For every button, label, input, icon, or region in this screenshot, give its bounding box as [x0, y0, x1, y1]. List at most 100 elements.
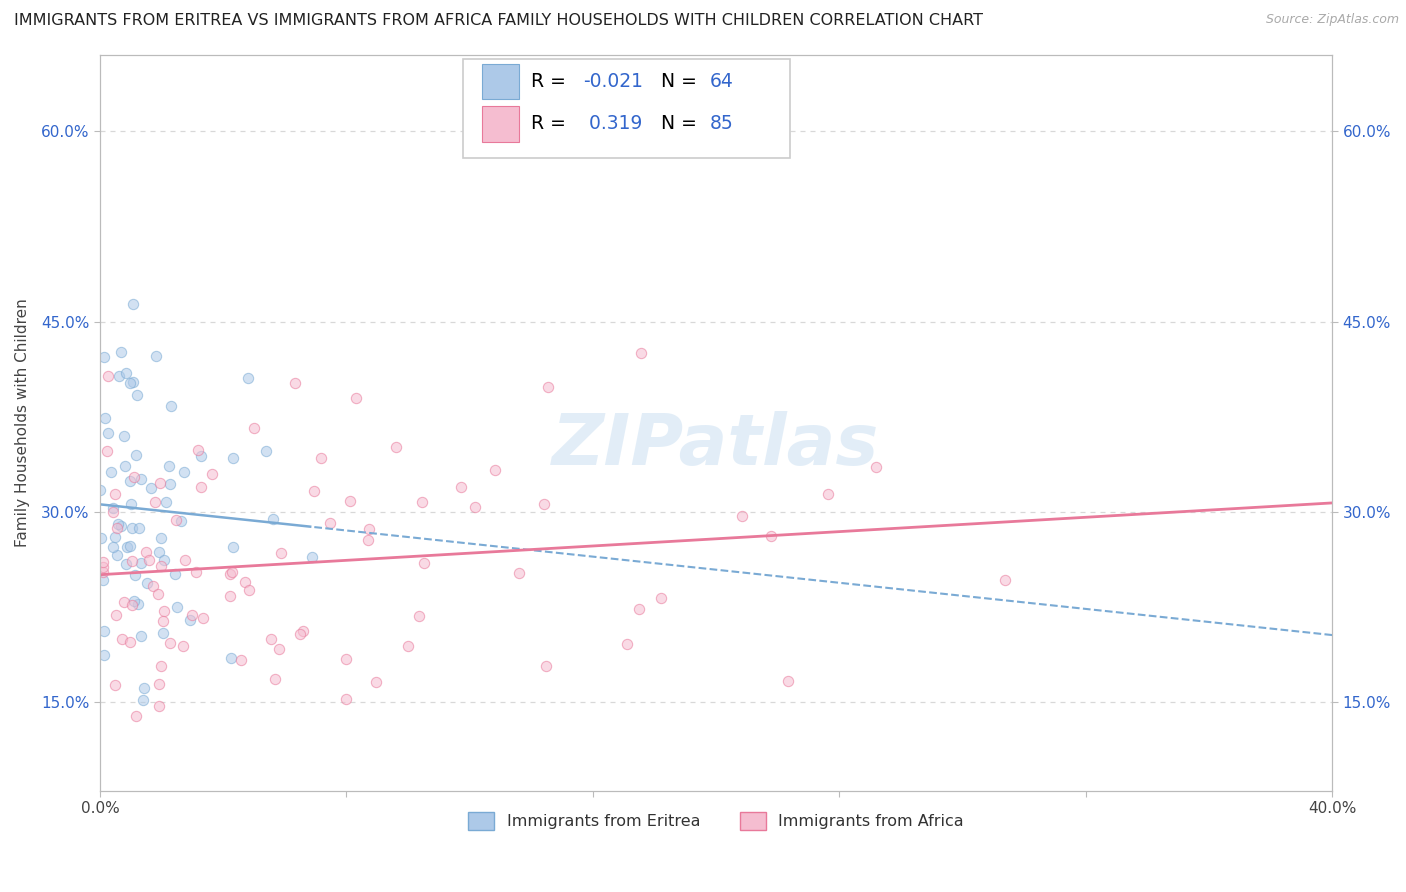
Point [159, 476, 181, 491]
Point [344, 392, 367, 406]
Point [129, 472, 152, 486]
Text: N =: N = [661, 72, 703, 91]
Point [129, 629, 152, 643]
Point [311, 451, 333, 466]
Point [229, 653, 252, 667]
Text: 64: 64 [710, 72, 734, 91]
Point [136, 576, 159, 591]
Point [105, 607, 128, 622]
Point [112, 595, 135, 609]
Point [219, 567, 242, 582]
Point [288, 627, 311, 641]
Point [260, 632, 283, 646]
Point [153, 604, 176, 618]
Point [148, 698, 170, 713]
Point [254, 444, 277, 458]
Text: R =: R = [531, 114, 572, 134]
Point [778, 673, 800, 688]
Point [124, 568, 146, 582]
Point [101, 505, 124, 519]
Point [166, 513, 188, 527]
Point [865, 460, 887, 475]
Point [110, 518, 132, 533]
Point [994, 573, 1017, 587]
Point [93, 624, 115, 638]
FancyBboxPatch shape [464, 59, 790, 158]
Point [335, 691, 357, 706]
Point [89, 483, 111, 497]
Point [408, 609, 430, 624]
Point [122, 375, 145, 389]
Point [97, 426, 120, 441]
Text: ZIPatlas: ZIPatlas [553, 410, 880, 480]
FancyBboxPatch shape [482, 106, 519, 142]
Point [145, 495, 167, 509]
Point [97, 369, 120, 384]
Point [385, 440, 408, 454]
Point [120, 376, 142, 390]
Point [284, 376, 307, 390]
Point [221, 565, 243, 579]
Point [291, 624, 314, 638]
Point [135, 545, 157, 559]
Point [101, 540, 124, 554]
Point [128, 521, 150, 535]
Point [533, 497, 555, 511]
Point [110, 345, 132, 359]
Point [761, 529, 783, 543]
Point [142, 579, 165, 593]
Point [103, 486, 125, 500]
Point [187, 443, 209, 458]
Point [159, 636, 181, 650]
Point [238, 371, 260, 385]
Point [238, 582, 260, 597]
Point [184, 565, 207, 579]
Point [222, 451, 245, 466]
Point [93, 648, 115, 662]
Point [242, 421, 264, 435]
Point [122, 594, 145, 608]
Point [181, 607, 204, 622]
Point [221, 651, 243, 665]
Point [222, 541, 245, 555]
Point [108, 369, 131, 384]
Point [335, 652, 357, 666]
Point [149, 559, 172, 574]
Point [107, 516, 129, 531]
Point [270, 546, 292, 560]
Point [105, 521, 128, 535]
Point [120, 497, 142, 511]
FancyBboxPatch shape [482, 64, 519, 99]
Point [114, 459, 136, 474]
Point [190, 480, 212, 494]
Point [122, 470, 145, 484]
Point [121, 521, 143, 535]
Point [627, 602, 650, 616]
Point [155, 495, 177, 509]
Point [150, 531, 173, 545]
Point [413, 556, 436, 570]
Point [357, 533, 380, 548]
Point [100, 465, 122, 479]
Point [91, 565, 114, 579]
Point [104, 678, 127, 692]
Point [411, 495, 433, 509]
Point [125, 448, 148, 462]
Point [112, 429, 135, 443]
Legend: Immigrants from Eritrea, Immigrants from Africa: Immigrants from Eritrea, Immigrants from… [461, 805, 970, 836]
Point [103, 530, 125, 544]
Point [536, 658, 558, 673]
Point [537, 379, 560, 393]
Point [124, 709, 146, 723]
Point [105, 548, 128, 562]
Point [115, 366, 138, 380]
Point [91, 555, 114, 569]
Point [357, 522, 380, 536]
Point [93, 350, 115, 364]
Point [319, 516, 342, 531]
Point [96, 443, 118, 458]
Point [90, 532, 112, 546]
Point [267, 641, 290, 656]
Point [121, 554, 143, 568]
Point [172, 639, 194, 653]
